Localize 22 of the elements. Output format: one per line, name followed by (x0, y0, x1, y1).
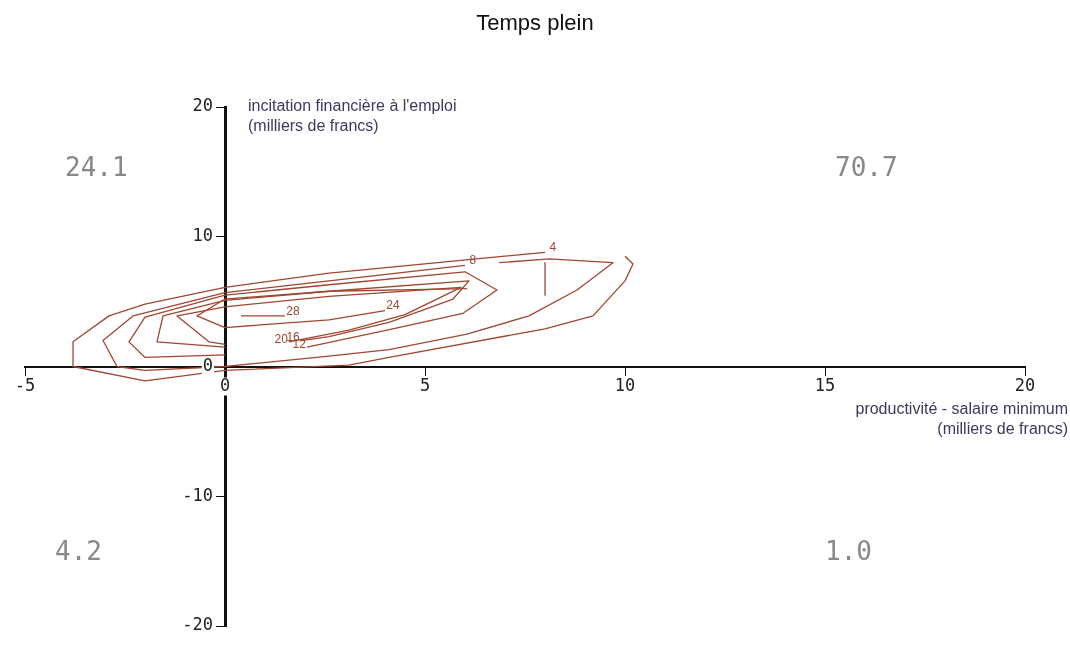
y-tick-label: 10 (192, 225, 214, 246)
annotation: 70.7 (835, 152, 898, 183)
annotation: 24.1 (65, 152, 128, 183)
x-tick-label: 10 (614, 374, 636, 395)
annotation: 1.0 (825, 536, 872, 567)
x-tick-label: 5 (419, 374, 431, 395)
chart-title: Temps plein (475, 10, 595, 36)
y-tick-label: 20 (192, 95, 214, 116)
series-label: 4 (549, 239, 557, 254)
series-label: 28 (286, 304, 300, 319)
series-label: 20 (274, 331, 289, 346)
x-tick-label: -5 (14, 374, 36, 395)
y-axis-title: incitation financière à l'emploi (milliers de francs) (248, 97, 457, 135)
annotation: 4.2 (55, 536, 102, 567)
series-label: 24 (386, 297, 400, 312)
y-tick-label: 0 (202, 354, 214, 375)
x-tick-label: 15 (814, 374, 836, 395)
x-tick-label: 0 (219, 374, 231, 395)
y-tick-label: -20 (182, 614, 214, 635)
y-tick-label: -10 (182, 484, 214, 505)
x-tick-label: 20 (1014, 374, 1036, 395)
x-axis-title: productivité - salaire minimum (milliers de francs) (855, 399, 1068, 437)
